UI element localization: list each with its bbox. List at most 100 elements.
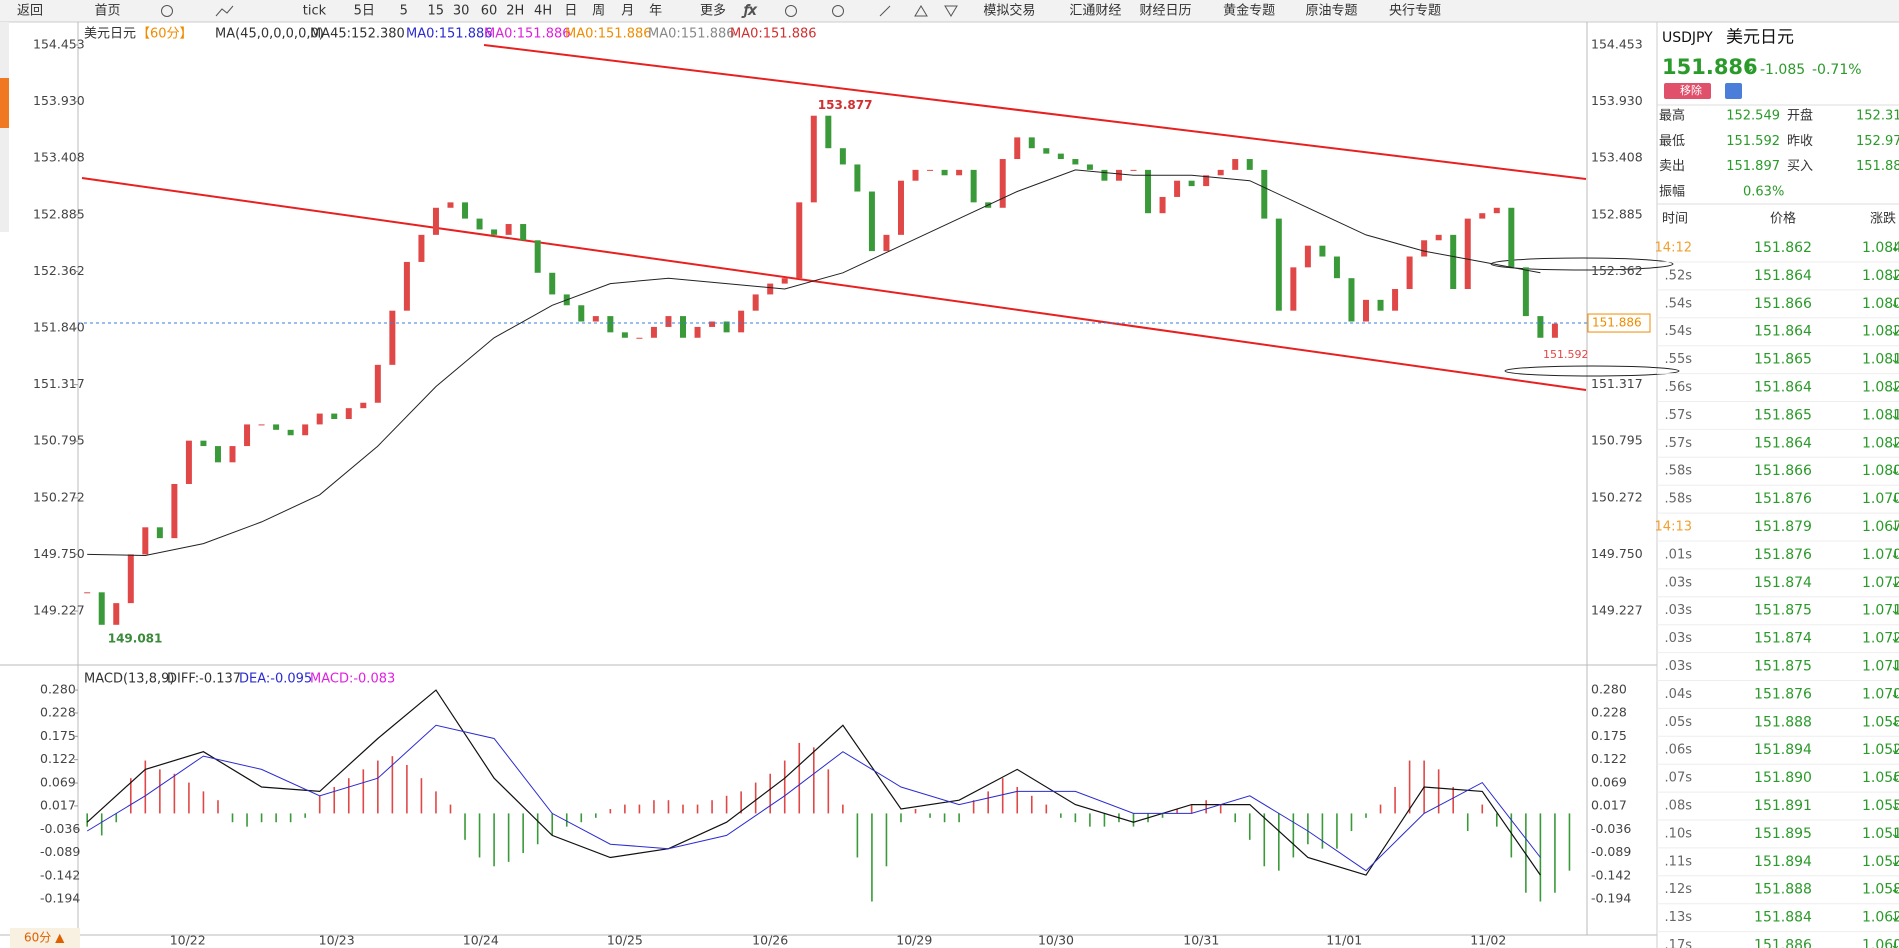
tick-arrow: ↓ bbox=[1890, 826, 1899, 841]
toolbar-button[interactable]: 年 bbox=[649, 4, 662, 19]
toolbar-button[interactable]: 周 bbox=[592, 4, 605, 19]
tick-arrow: ↓ bbox=[1890, 854, 1899, 869]
tick-time: .52s bbox=[1665, 268, 1693, 283]
candle bbox=[1450, 234, 1457, 290]
candle bbox=[331, 413, 338, 419]
toolbar-button[interactable]: 央行专题 bbox=[1389, 4, 1441, 19]
macd-bar bbox=[100, 813, 103, 836]
macd-bar bbox=[1161, 813, 1164, 818]
toolbar-button[interactable]: 黄金专题 bbox=[1223, 3, 1275, 19]
y-tick-label: 152.885 bbox=[33, 206, 85, 221]
candle bbox=[680, 316, 687, 338]
toolbar-button[interactable]: 模拟交易 bbox=[983, 3, 1035, 19]
remove-button[interactable] bbox=[1664, 83, 1711, 99]
candle bbox=[738, 310, 745, 333]
chart-icon[interactable] bbox=[215, 5, 234, 17]
candle bbox=[927, 169, 934, 171]
fx-icon[interactable]: ƒx bbox=[741, 3, 758, 19]
period-button[interactable]: 60分 ▲ bbox=[24, 931, 65, 945]
refresh-icon[interactable] bbox=[161, 5, 173, 17]
toolbar-button[interactable]: 30 bbox=[453, 4, 470, 19]
tick-change: 1.082 bbox=[1862, 268, 1899, 284]
zoom-in-icon[interactable] bbox=[832, 5, 844, 17]
toolbar-button[interactable]: 原油专题 bbox=[1305, 4, 1357, 19]
toolbar-button[interactable]: 4H bbox=[534, 4, 552, 19]
toolbar-bg bbox=[0, 0, 1899, 22]
tick-arrow: ↓ bbox=[1890, 520, 1899, 535]
macd-bar bbox=[1292, 813, 1295, 858]
macd-bar bbox=[362, 769, 365, 814]
candle bbox=[1493, 207, 1500, 214]
macd-bar bbox=[260, 813, 263, 823]
macd-bar bbox=[551, 813, 554, 836]
active-tab[interactable] bbox=[0, 78, 9, 128]
macd-bar bbox=[987, 791, 989, 814]
toolbar-button[interactable]: 财经日历 bbox=[1140, 4, 1192, 19]
macd-bar bbox=[202, 791, 205, 814]
toolbar-button[interactable]: 首页 bbox=[94, 4, 120, 19]
tool-icon[interactable] bbox=[944, 5, 958, 17]
x-tick-label: 10/29 bbox=[896, 933, 932, 948]
macd-bar bbox=[653, 800, 655, 814]
toolbar-button[interactable]: 2H bbox=[506, 4, 524, 19]
macd-bar bbox=[842, 804, 844, 814]
candle bbox=[578, 305, 585, 322]
tick-time: .01s bbox=[1665, 547, 1693, 562]
candle bbox=[432, 207, 439, 235]
candle bbox=[1028, 137, 1035, 149]
y-tick-label: 0.017 bbox=[1591, 797, 1627, 812]
pen-icon[interactable] bbox=[879, 5, 891, 17]
toolbar-button[interactable]: 返回 bbox=[17, 4, 43, 19]
candle bbox=[1101, 169, 1108, 181]
y-tick-label: 153.408 bbox=[33, 150, 85, 165]
stat-cell: 0.63% bbox=[1743, 184, 1784, 199]
macd-bar bbox=[1234, 813, 1237, 823]
candle bbox=[956, 169, 963, 176]
toolbar-button[interactable]: 15 bbox=[427, 4, 444, 19]
candle bbox=[709, 321, 716, 327]
candle bbox=[142, 527, 149, 555]
macd-bar bbox=[1132, 813, 1135, 827]
candle bbox=[462, 202, 469, 219]
toolbar-button[interactable]: 5 bbox=[400, 4, 408, 19]
toolbar-button[interactable]: 60 bbox=[481, 4, 498, 19]
x-tick-label: 10/31 bbox=[1183, 933, 1219, 948]
y-tick-label: 151.317 bbox=[1591, 376, 1643, 391]
macd-bar bbox=[1350, 813, 1353, 832]
toolbar-button[interactable]: 汇通财经 bbox=[1069, 4, 1121, 19]
x-tick-label: 10/26 bbox=[752, 933, 788, 948]
toolbar-button[interactable]: 月 bbox=[621, 4, 634, 19]
candle bbox=[1246, 159, 1253, 170]
tick-arrow: ↓ bbox=[1890, 799, 1899, 814]
macd-bar bbox=[1045, 804, 1048, 814]
symbol: USDJPY bbox=[1662, 30, 1713, 46]
macd-bar bbox=[740, 791, 742, 814]
macd-bar bbox=[1219, 804, 1222, 814]
tick-time: .54s bbox=[1665, 324, 1693, 339]
zoom-out-icon[interactable] bbox=[785, 5, 797, 17]
macd-bar bbox=[1452, 786, 1454, 814]
toolbar-button[interactable]: 日 bbox=[564, 4, 577, 19]
period-label: 【60分】 bbox=[137, 27, 193, 42]
alert-button[interactable] bbox=[1725, 83, 1742, 99]
tick-header: 价格 bbox=[1770, 211, 1796, 227]
tick-time: .06s bbox=[1665, 743, 1693, 758]
macd-bar bbox=[522, 813, 524, 854]
macd-bar bbox=[812, 747, 815, 814]
y-tick-label: 0.280 bbox=[40, 682, 76, 697]
toolbar-button[interactable]: 5日 bbox=[354, 4, 375, 19]
stat-cell: 最高 bbox=[1659, 108, 1685, 124]
y-tick-label: 149.750 bbox=[1591, 546, 1643, 561]
toolbar-button[interactable]: tick bbox=[303, 4, 327, 19]
candle bbox=[621, 332, 628, 338]
tick-arrow: ↓ bbox=[1890, 241, 1899, 256]
tick-price: 151.876 bbox=[1754, 491, 1812, 507]
toolbar-icons: ƒx bbox=[161, 3, 958, 19]
tick-change: 1.084 bbox=[1862, 240, 1899, 256]
tick-time: .11s bbox=[1665, 854, 1693, 869]
macd-bar bbox=[1089, 813, 1091, 827]
tick-arrow: ↓ bbox=[1890, 631, 1899, 646]
tick-price: 151.891 bbox=[1754, 798, 1812, 814]
tool-icon[interactable] bbox=[914, 5, 928, 17]
toolbar-button[interactable]: 更多 bbox=[700, 3, 726, 19]
